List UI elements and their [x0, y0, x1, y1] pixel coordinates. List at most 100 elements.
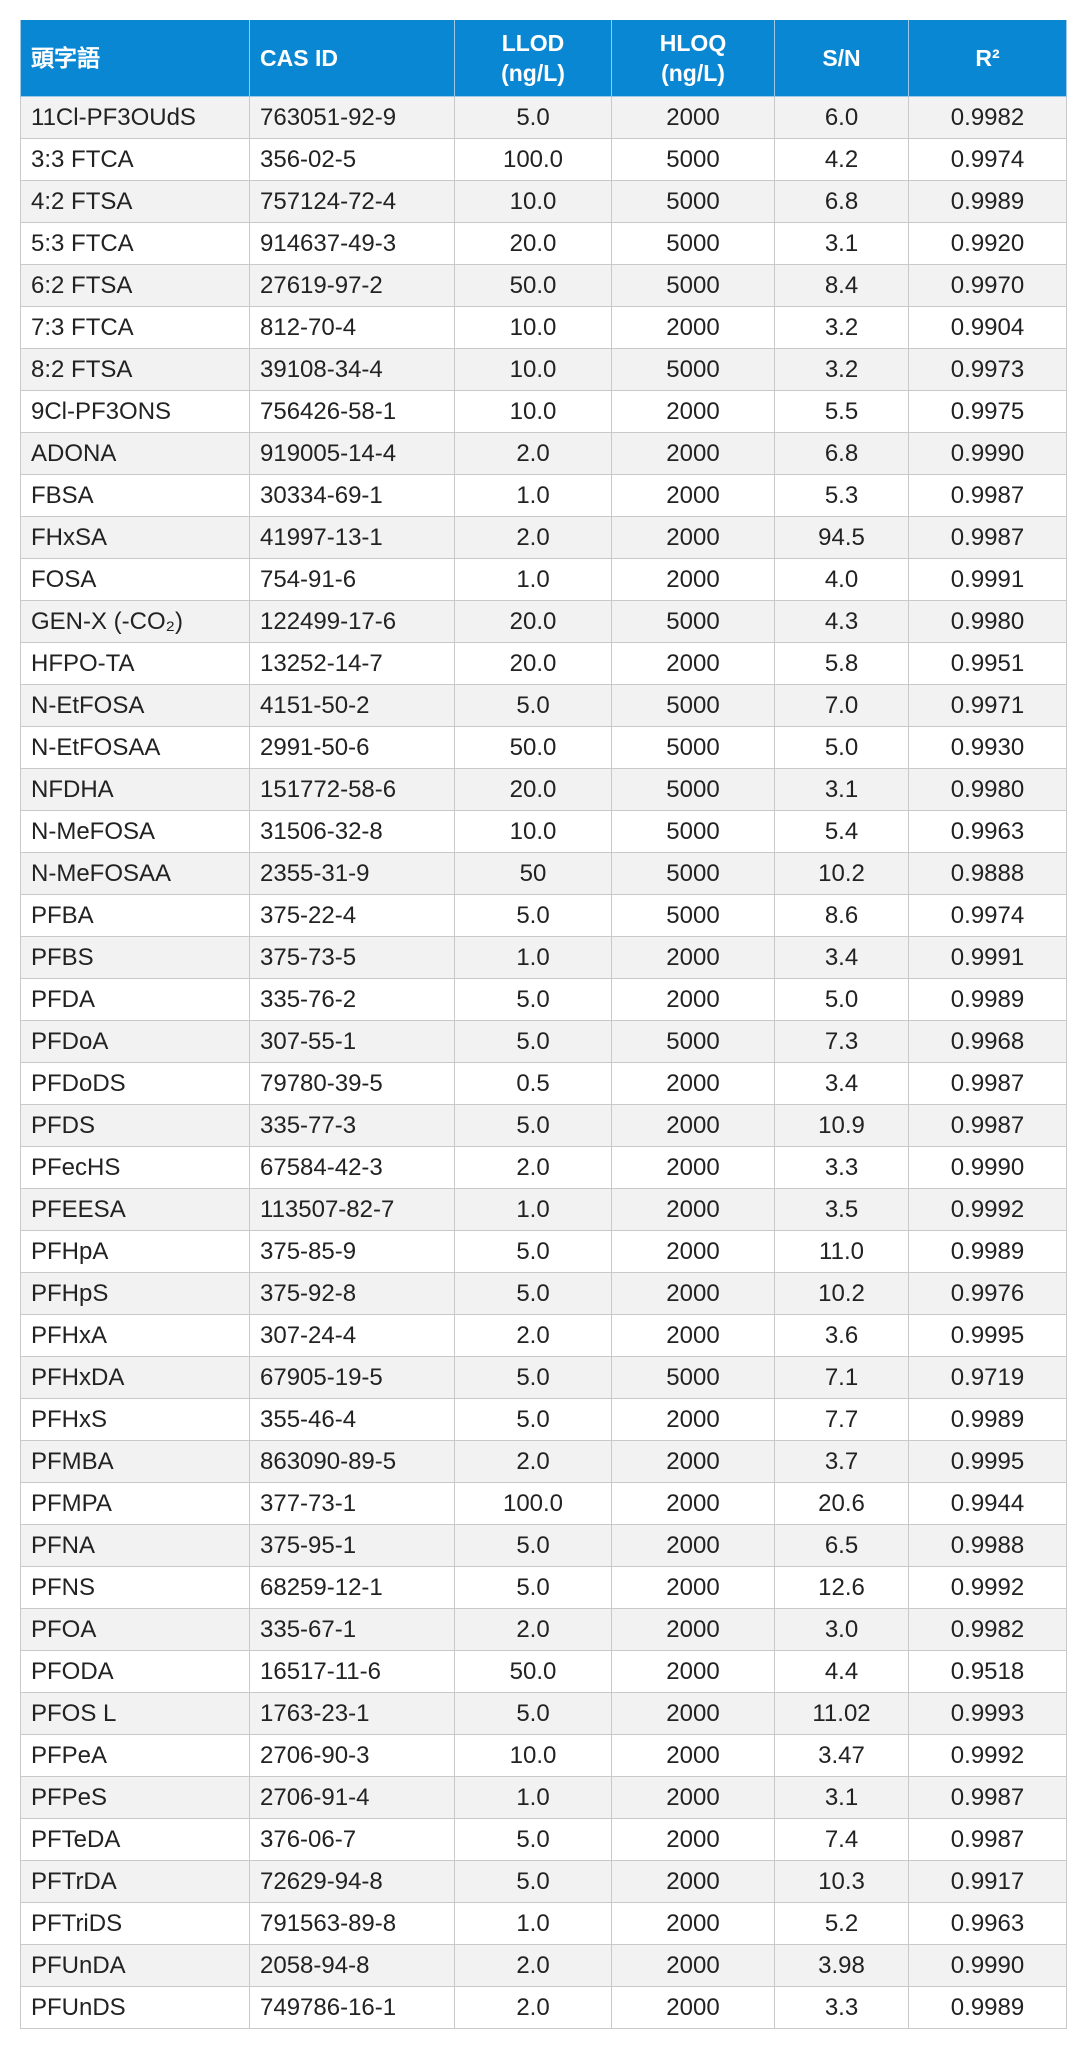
cell-sn: 12.6: [774, 1566, 909, 1609]
cell-acronym: FOSA: [20, 558, 250, 601]
cell-acronym: PFNA: [20, 1524, 250, 1567]
table-row: GEN-X (-CO₂) 122499-17-6 20.0 5000 4.3 0.9980: [20, 600, 1067, 643]
cell-sn: 3.4: [774, 936, 909, 979]
cell-r2: 0.9989: [908, 180, 1067, 223]
cell-llod: 20.0: [454, 600, 612, 643]
table-row: PFNS 68259-12-1 5.0 2000 12.6 0.9992: [20, 1566, 1067, 1609]
cell-hloq: 2000: [611, 558, 775, 601]
cell-cas-id: 307-55-1: [249, 1020, 455, 1063]
table-row: PFDA 335-76-2 5.0 2000 5.0 0.9989: [20, 978, 1067, 1021]
cell-hloq: 5000: [611, 1020, 775, 1063]
cell-sn: 3.7: [774, 1440, 909, 1483]
cell-llod: 5.0: [454, 1230, 612, 1273]
cell-acronym: PFMPA: [20, 1482, 250, 1525]
cell-cas-id: 2355-31-9: [249, 852, 455, 895]
cell-r2: 0.9920: [908, 222, 1067, 265]
cell-hloq: 2000: [611, 642, 775, 685]
cell-hloq: 2000: [611, 1734, 775, 1777]
cell-cas-id: 27619-97-2: [249, 264, 455, 307]
cell-hloq: 5000: [611, 726, 775, 769]
table-row: N-EtFOSA 4151-50-2 5.0 5000 7.0 0.9971: [20, 684, 1067, 727]
cell-hloq: 5000: [611, 852, 775, 895]
cell-sn: 6.8: [774, 432, 909, 475]
table-header: 頭字語 CAS ID LLOD (ng/L) HLOQ (ng/L) S/N R…: [20, 20, 1067, 97]
cell-llod: 5.0: [454, 1818, 612, 1861]
cell-r2: 0.9971: [908, 684, 1067, 727]
cell-cas-id: 375-22-4: [249, 894, 455, 937]
table-row: 3:3 FTCA 356-02-5 100.0 5000 4.2 0.9974: [20, 138, 1067, 181]
cell-acronym: N-EtFOSAA: [20, 726, 250, 769]
table-row: PFNA 375-95-1 5.0 2000 6.5 0.9988: [20, 1524, 1067, 1567]
table-row: 11Cl-PF3OUdS 763051-92-9 5.0 2000 6.0 0.9982: [20, 96, 1067, 139]
cell-sn: 6.8: [774, 180, 909, 223]
cell-llod: 50.0: [454, 726, 612, 769]
cell-r2: 0.9970: [908, 264, 1067, 307]
cell-acronym: PFOA: [20, 1608, 250, 1651]
cell-llod: 1.0: [454, 474, 612, 517]
cell-acronym: PFHpS: [20, 1272, 250, 1315]
cell-acronym: N-EtFOSA: [20, 684, 250, 727]
cell-r2: 0.9987: [908, 1062, 1067, 1105]
cell-r2: 0.9995: [908, 1440, 1067, 1483]
cell-sn: 3.4: [774, 1062, 909, 1105]
cell-r2: 0.9987: [908, 1818, 1067, 1861]
cell-cas-id: 13252-14-7: [249, 642, 455, 685]
cell-acronym: PFUnDA: [20, 1944, 250, 1987]
cell-hloq: 5000: [611, 1356, 775, 1399]
cell-llod: 5.0: [454, 684, 612, 727]
table-row: FHxSA 41997-13-1 2.0 2000 94.5 0.9987: [20, 516, 1067, 559]
cell-r2: 0.9888: [908, 852, 1067, 895]
cell-acronym: PFTriDS: [20, 1902, 250, 1945]
cell-hloq: 2000: [611, 1104, 775, 1147]
cell-llod: 2.0: [454, 432, 612, 475]
cell-llod: 2.0: [454, 1440, 612, 1483]
table-row: PFDS 335-77-3 5.0 2000 10.9 0.9987: [20, 1104, 1067, 1147]
table-row: 8:2 FTSA 39108-34-4 10.0 5000 3.2 0.9973: [20, 348, 1067, 391]
table-body: 11Cl-PF3OUdS 763051-92-9 5.0 2000 6.0 0.9982 3…: [20, 96, 1067, 2029]
header-acronym: 頭字語: [20, 20, 250, 97]
cell-r2: 0.9992: [908, 1734, 1067, 1777]
cell-r2: 0.9992: [908, 1188, 1067, 1231]
cell-sn: 3.6: [774, 1314, 909, 1357]
cell-sn: 3.5: [774, 1188, 909, 1231]
cell-sn: 3.98: [774, 1944, 909, 1987]
cell-acronym: PFDS: [20, 1104, 250, 1147]
cell-r2: 0.9989: [908, 1398, 1067, 1441]
cell-cas-id: 31506-32-8: [249, 810, 455, 853]
cell-r2: 0.9989: [908, 1230, 1067, 1273]
cell-llod: 50.0: [454, 1650, 612, 1693]
cell-r2: 0.9980: [908, 768, 1067, 811]
cell-llod: 2.0: [454, 1314, 612, 1357]
cell-hloq: 2000: [611, 1482, 775, 1525]
cell-cas-id: 757124-72-4: [249, 180, 455, 223]
header-row: 頭字語 CAS ID LLOD (ng/L) HLOQ (ng/L) S/N R…: [20, 20, 1067, 97]
cell-cas-id: 812-70-4: [249, 306, 455, 349]
cell-hloq: 2000: [611, 516, 775, 559]
table-row: FOSA 754-91-6 1.0 2000 4.0 0.9991: [20, 558, 1067, 601]
cell-hloq: 2000: [611, 474, 775, 517]
cell-sn: 10.9: [774, 1104, 909, 1147]
cell-sn: 7.4: [774, 1818, 909, 1861]
header-sn: S/N: [774, 20, 909, 97]
table-row: PFUnDA 2058-94-8 2.0 2000 3.98 0.9990: [20, 1944, 1067, 1987]
cell-sn: 3.2: [774, 348, 909, 391]
table-row: FBSA 30334-69-1 1.0 2000 5.3 0.9987: [20, 474, 1067, 517]
cell-acronym: PFecHS: [20, 1146, 250, 1189]
cell-acronym: PFHxA: [20, 1314, 250, 1357]
cell-r2: 0.9963: [908, 1902, 1067, 1945]
cell-cas-id: 2058-94-8: [249, 1944, 455, 1987]
cell-r2: 0.9987: [908, 516, 1067, 559]
cell-hloq: 5000: [611, 684, 775, 727]
table-row: PFDoA 307-55-1 5.0 5000 7.3 0.9968: [20, 1020, 1067, 1063]
cell-hloq: 5000: [611, 264, 775, 307]
cell-r2: 0.9963: [908, 810, 1067, 853]
cell-hloq: 2000: [611, 1818, 775, 1861]
cell-r2: 0.9930: [908, 726, 1067, 769]
cell-acronym: PFHxS: [20, 1398, 250, 1441]
cell-sn: 10.2: [774, 1272, 909, 1315]
cell-sn: 11.02: [774, 1692, 909, 1735]
cell-llod: 10.0: [454, 1734, 612, 1777]
cell-hloq: 2000: [611, 1230, 775, 1273]
cell-r2: 0.9980: [908, 600, 1067, 643]
cell-llod: 10.0: [454, 390, 612, 433]
